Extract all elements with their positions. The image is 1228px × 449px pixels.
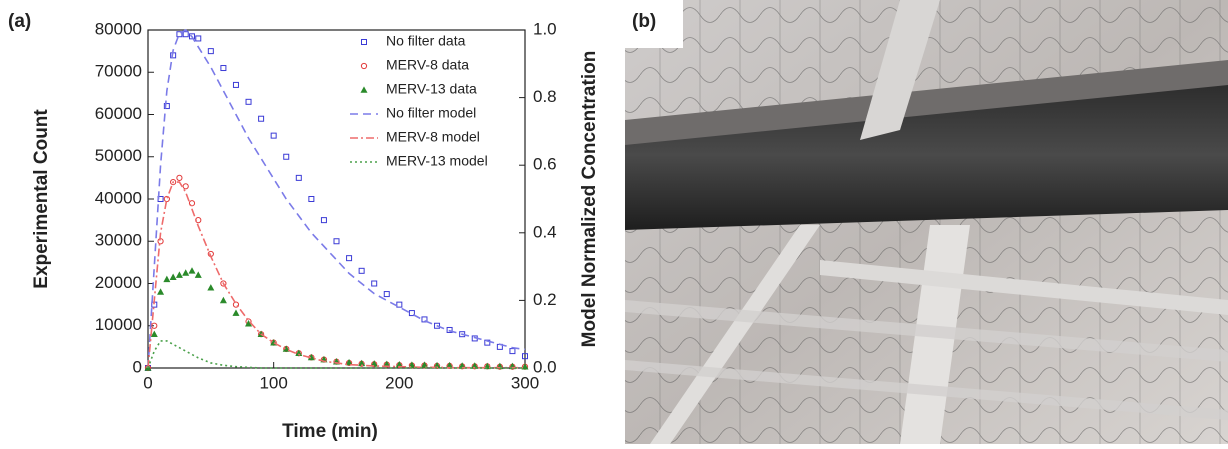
data-point xyxy=(383,291,390,298)
data-point xyxy=(396,301,403,308)
data-point xyxy=(157,288,165,295)
y-tick-label: 20000 xyxy=(95,273,142,292)
data-point xyxy=(182,31,189,38)
legend-marker xyxy=(360,62,368,70)
data-point xyxy=(283,153,290,160)
data-point xyxy=(188,200,196,207)
data-point xyxy=(232,309,240,316)
panel-label: (b) xyxy=(632,11,656,32)
data-point xyxy=(232,301,240,308)
y-tick-label: 70000 xyxy=(95,62,142,81)
data-point xyxy=(408,310,415,317)
photo xyxy=(625,0,1228,444)
legend-label: MERV-13 data xyxy=(386,81,477,97)
y2-tick-label: 0.8 xyxy=(533,87,557,106)
legend-label: MERV-13 model xyxy=(386,153,488,169)
data-point xyxy=(358,267,365,274)
data-point xyxy=(182,269,190,276)
data-point xyxy=(420,361,428,368)
data-point xyxy=(207,284,215,291)
legend-label: MERV-8 data xyxy=(386,57,469,73)
y-tick-label: 40000 xyxy=(95,188,142,207)
data-point xyxy=(308,196,315,202)
data-point xyxy=(176,31,183,38)
data-point xyxy=(220,280,227,287)
legend-marker xyxy=(360,86,368,93)
y-tick-label: 60000 xyxy=(95,104,142,123)
data-point xyxy=(188,33,195,40)
data-point xyxy=(421,316,428,323)
model-line xyxy=(147,340,525,369)
data-point xyxy=(220,65,227,72)
data-point xyxy=(434,322,441,329)
data-point xyxy=(194,271,202,278)
data-point xyxy=(170,179,177,186)
data-point xyxy=(195,35,202,42)
data-point xyxy=(521,363,529,370)
legend-marker xyxy=(361,39,367,45)
data-point xyxy=(270,132,277,139)
data-point xyxy=(346,255,353,262)
data-point xyxy=(258,115,265,122)
data-point xyxy=(219,296,227,304)
y-tick-label: 0 xyxy=(133,357,142,376)
data-point xyxy=(182,183,189,190)
y2-axis-label: Model Normalized Concentration xyxy=(579,51,600,348)
data-point xyxy=(175,271,183,278)
x-tick-label: 300 xyxy=(511,373,539,392)
data-point xyxy=(509,348,516,355)
y-tick-label: 50000 xyxy=(95,146,142,165)
data-point xyxy=(370,360,378,367)
data-point xyxy=(371,280,378,287)
data-point xyxy=(207,48,214,55)
data-point xyxy=(232,81,239,88)
data-point xyxy=(150,330,158,337)
data-point xyxy=(446,326,453,333)
y-axis-label: Experimental Count xyxy=(31,109,52,289)
x-tick-label: 100 xyxy=(259,373,287,392)
model-line xyxy=(147,181,525,369)
panel-label: (a) xyxy=(8,11,31,32)
data-point xyxy=(333,238,340,245)
data-point xyxy=(163,275,171,283)
model-line xyxy=(147,29,526,369)
data-point xyxy=(188,267,196,274)
legend-label: MERV-8 model xyxy=(386,129,480,145)
y2-tick-label: 0.0 xyxy=(533,357,557,376)
y-tick-label: 80000 xyxy=(95,19,142,38)
x-tick-label: 200 xyxy=(385,373,413,392)
data-point xyxy=(169,273,177,280)
y2-tick-label: 0.2 xyxy=(533,290,557,309)
data-point xyxy=(163,103,170,110)
y2-tick-label: 0.6 xyxy=(533,155,557,174)
legend-label: No filter data xyxy=(386,33,466,49)
data-point xyxy=(176,174,183,181)
legend-label: No filter model xyxy=(386,105,476,121)
y2-tick-label: 1.0 xyxy=(533,19,557,38)
x-tick-label: 0 xyxy=(143,373,152,392)
x-axis-label: Time (min) xyxy=(282,421,378,442)
data-point xyxy=(295,174,302,181)
data-point xyxy=(345,358,353,366)
y2-tick-label: 0.4 xyxy=(533,222,557,241)
data-point xyxy=(151,322,158,329)
data-point xyxy=(320,217,327,224)
y-tick-label: 30000 xyxy=(95,231,142,250)
data-point xyxy=(245,98,252,105)
y-tick-label: 10000 xyxy=(95,315,142,334)
data-point xyxy=(522,353,528,360)
